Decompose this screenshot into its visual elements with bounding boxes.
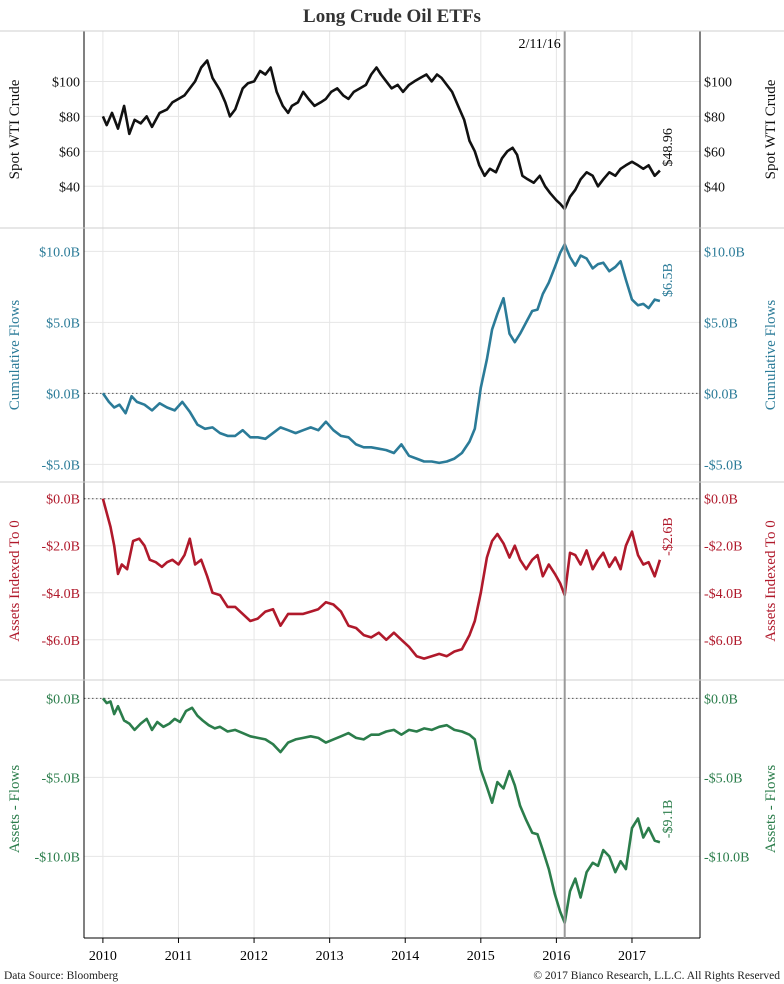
price-y-tick-left: $40 — [59, 180, 80, 195]
price-y-tick-right: $60 — [704, 145, 725, 160]
price-y-tick-left: $100 — [52, 75, 80, 90]
price-y-tick-left: $60 — [59, 145, 80, 160]
diff-y-tick-left: -$10.0B — [35, 850, 81, 865]
diff-y-tick-left: $0.0B — [46, 692, 80, 707]
price-y-axis-label-left: Spot WTI Crude — [7, 79, 23, 179]
x-tick-label: 2012 — [240, 949, 268, 964]
assets-y-tick-right: -$2.0B — [704, 540, 743, 555]
diff-end-value-label: -$9.1B — [661, 800, 676, 839]
flows-y-tick-left: $10.0B — [39, 245, 80, 260]
assets-y-tick-left: -$4.0B — [42, 587, 81, 602]
plot-area: $40 $40 $60 $60 $80 $80 $100 $100 Spot WTI Crude… — [0, 30, 784, 964]
diff-y-axis-label-right: Assets - Flows — [763, 765, 779, 854]
event-marker-label: 2/11/16 — [518, 37, 560, 52]
diff-y-tick-right: $0.0B — [704, 692, 738, 707]
assets-series-line — [101, 498, 662, 660]
assets-y-tick-right: -$4.0B — [704, 587, 743, 602]
flows-y-axis-label-right: Cumulative Flows — [763, 300, 779, 411]
assets-end-value-label: -$2.6B — [661, 517, 676, 556]
flows-y-tick-right: $10.0B — [704, 245, 745, 260]
flows-series-line — [101, 243, 661, 465]
price-y-tick-left: $80 — [59, 110, 80, 125]
flows-y-tick-right: $5.0B — [704, 316, 738, 331]
x-tick-label: 2010 — [89, 949, 117, 964]
price-end-value-label: $48.96 — [661, 128, 676, 167]
assets-y-tick-right: $0.0B — [704, 493, 738, 508]
diff-y-tick-right: -$10.0B — [704, 850, 750, 865]
flows-y-tick-right: -$5.0B — [704, 458, 743, 473]
price-y-tick-right: $40 — [704, 180, 725, 195]
assets-y-tick-left: -$6.0B — [42, 634, 81, 649]
flows-y-tick-left: $5.0B — [46, 316, 80, 331]
price-y-tick-right: $100 — [704, 75, 732, 90]
x-tick-label: 2013 — [316, 949, 344, 964]
price-y-tick-right: $80 — [704, 110, 725, 125]
diff-y-tick-right: -$5.0B — [704, 771, 743, 786]
copyright-note: © 2017 Bianco Research, L.L.C. All Right… — [533, 970, 780, 982]
assets-y-tick-left: $0.0B — [46, 493, 80, 508]
flows-end-value-label: $6.5B — [661, 263, 676, 297]
flows-y-axis-label-left: Cumulative Flows — [7, 300, 23, 411]
x-tick-label: 2016 — [542, 949, 570, 964]
x-tick-label: 2017 — [618, 949, 646, 964]
x-tick-label: 2014 — [391, 949, 419, 964]
x-tick-label: 2011 — [165, 949, 192, 964]
flows-y-tick-right: $0.0B — [704, 387, 738, 402]
assets-y-axis-label-right: Assets Indexed To 0 — [763, 520, 779, 642]
price-y-axis-label-right: Spot WTI Crude — [763, 79, 779, 179]
price-series-line — [101, 59, 661, 211]
diff-y-axis-label-left: Assets - Flows — [7, 765, 23, 854]
x-tick-label: 2015 — [467, 949, 495, 964]
assets-y-tick-right: -$6.0B — [704, 634, 743, 649]
diff-y-tick-left: -$5.0B — [42, 771, 81, 786]
assets-y-axis-label-left: Assets Indexed To 0 — [7, 520, 23, 642]
flows-y-tick-left: $0.0B — [46, 387, 80, 402]
diff-series-line — [101, 697, 661, 925]
flows-y-tick-left: -$5.0B — [42, 458, 81, 473]
chart-title: Long Crude Oil ETFs — [303, 6, 481, 27]
data-source-note: Data Source: Bloomberg — [4, 970, 118, 982]
assets-y-tick-left: -$2.0B — [42, 540, 81, 555]
